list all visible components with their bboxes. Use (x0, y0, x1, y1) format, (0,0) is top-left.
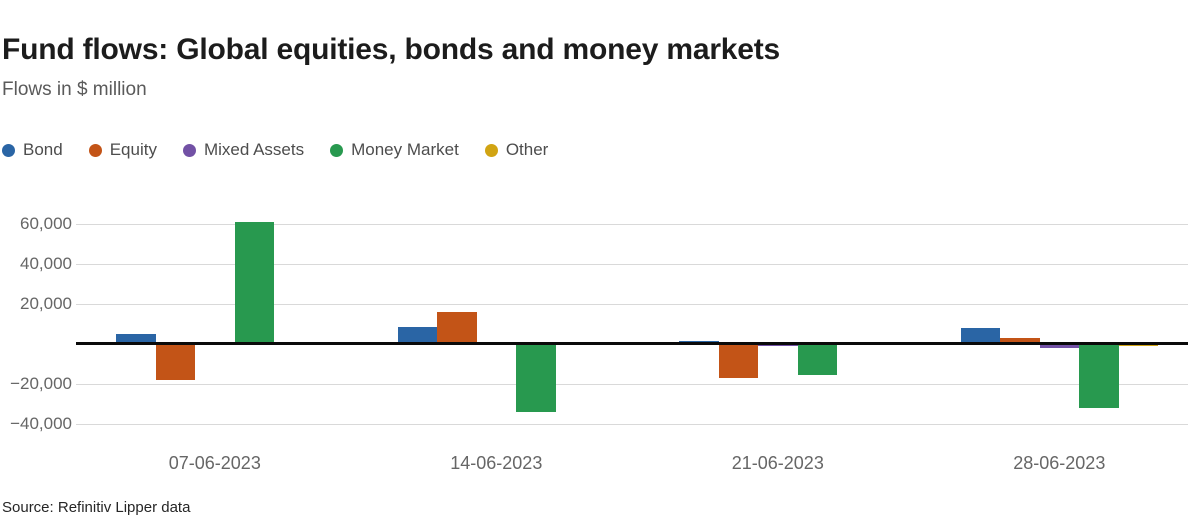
bar-equity-28-06-2023 (1000, 337, 1040, 344)
gridline (76, 423, 1188, 425)
legend-item-money-market: Money Market (330, 140, 459, 160)
bar-money-market-07-06-2023 (234, 221, 274, 344)
bar-money-market-14-06-2023 (516, 343, 556, 412)
x-axis-tick-label: 28-06-2023 (1013, 453, 1106, 473)
x-axis-tick-label: 07-06-2023 (168, 453, 261, 473)
y-axis-tick-label: 40,000 (20, 254, 72, 273)
legend-item-other: Other (484, 140, 549, 160)
y-axis-tick-label: −20,000 (10, 374, 72, 393)
bar-bond-14-06-2023 (397, 326, 437, 344)
legend-label: Equity (109, 140, 157, 159)
chart-subtitle: Flows in $ million (2, 79, 147, 100)
legend-label: Bond (23, 140, 63, 159)
gridline (76, 263, 1188, 265)
legend-label: Money Market (351, 140, 459, 159)
gridline (76, 303, 1188, 305)
page-title: Fund flows: Global equities, bonds and m… (2, 33, 781, 67)
legend-dot-icon (484, 143, 498, 157)
bar-equity-07-06-2023 (155, 343, 195, 381)
chart-legend: Bond Equity Mixed Assets Money Market Other (2, 140, 548, 160)
legend-label: Other (505, 140, 549, 159)
legend-item-bond: Bond (2, 140, 63, 160)
bar-bond-07-06-2023 (116, 334, 156, 344)
legend-dot-icon (2, 143, 15, 157)
legend-label: Mixed Assets (203, 140, 305, 159)
source-credit: Source: Refinitiv Lipper data (2, 499, 191, 516)
gridline (76, 383, 1188, 385)
y-axis-tick-label: −40,000 (10, 414, 72, 433)
gridline (76, 223, 1188, 225)
bar-bond-28-06-2023 (960, 328, 1000, 344)
legend-dot-icon (330, 143, 344, 157)
bar-money-market-21-06-2023 (797, 343, 837, 375)
y-axis-tick-label: 60,000 (20, 214, 72, 233)
x-axis-tick-label: 14-06-2023 (450, 453, 543, 473)
zero-baseline (76, 342, 1188, 345)
legend-dot-icon (88, 143, 102, 157)
legend-item-mixed-assets: Mixed Assets (182, 140, 305, 160)
x-axis-tick-label: 21-06-2023 (731, 453, 824, 473)
legend-item-equity: Equity (88, 140, 157, 160)
bar-mixed-assets-28-06-2023 (1039, 343, 1079, 348)
bar-equity-14-06-2023 (437, 311, 477, 344)
legend-dot-icon (182, 143, 196, 157)
bar-equity-21-06-2023 (718, 343, 758, 378)
bar-chart: 60,000 40,000 20,000 −20,000 −40,000 07-06-20… (0, 200, 1200, 500)
bar-money-market-28-06-2023 (1079, 343, 1119, 409)
y-axis-tick-label: 20,000 (20, 294, 72, 313)
